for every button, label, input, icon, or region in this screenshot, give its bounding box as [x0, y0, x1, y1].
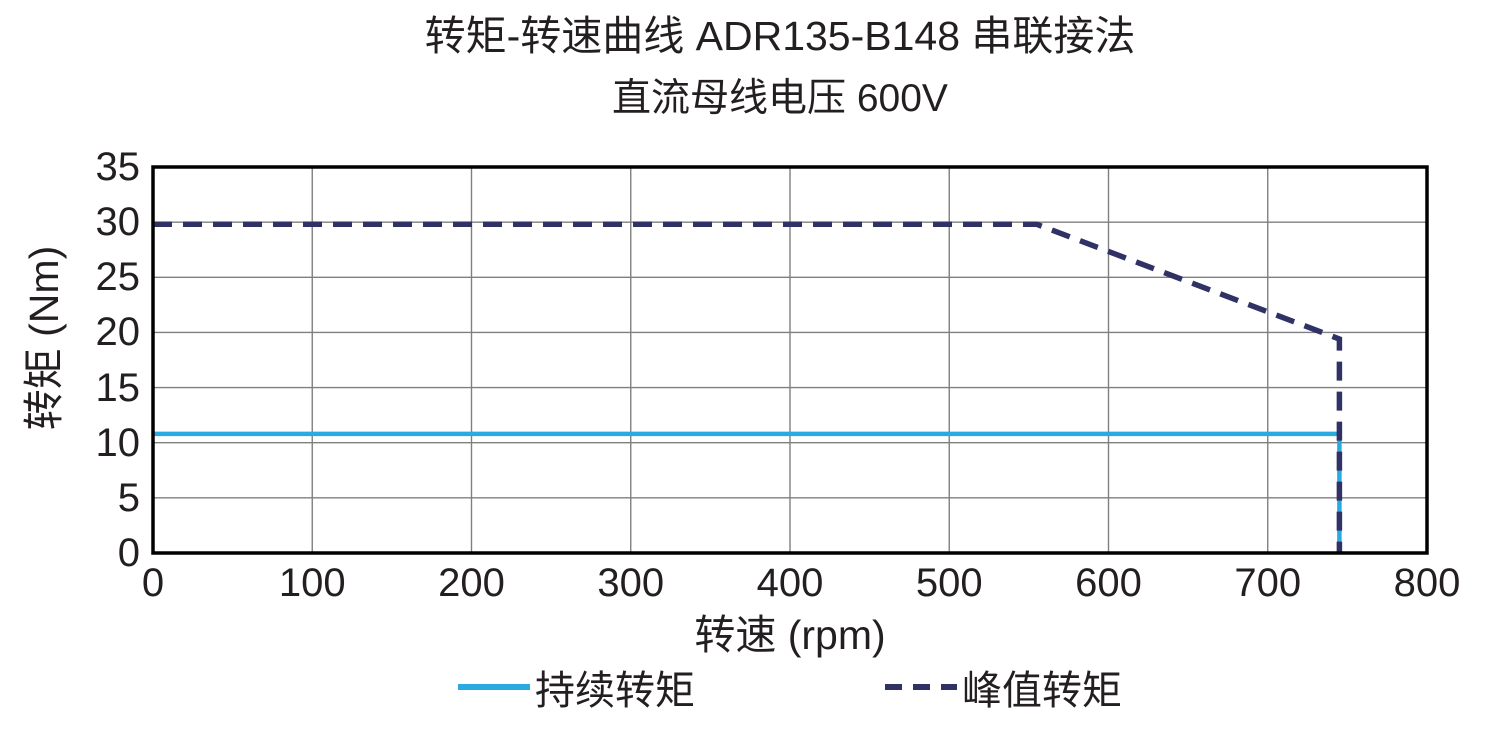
y-tick-label: 10	[95, 420, 141, 465]
x-tick-label: 300	[597, 561, 665, 605]
x-tick-label: 0	[141, 561, 165, 605]
legend-item-peak: 峰值转矩	[885, 658, 1122, 716]
x-tick-label: 700	[1234, 561, 1302, 605]
x-tick-label: 500	[915, 561, 983, 605]
chart-subtitle: 直流母线电压 600V	[612, 77, 948, 120]
x-tick-label: 100	[278, 561, 346, 605]
peak-torque-dashed-swatch	[885, 684, 957, 690]
y-tick-label: 20	[95, 310, 141, 355]
y-tick-label: 5	[117, 475, 140, 520]
x-axis-label: 转速 (rpm)	[694, 612, 886, 658]
legend-label-continuous: 持续转矩	[535, 669, 695, 713]
y-tick-label: 30	[95, 200, 141, 245]
y-tick-label: 35	[95, 145, 141, 189]
chart-title: 转矩-转速曲线 ADR135-B148 串联接法	[424, 13, 1136, 59]
y-tick-label: 15	[95, 365, 141, 410]
legend-label-peak: 峰值转矩	[962, 669, 1122, 713]
x-tick-label: 600	[1075, 561, 1142, 605]
continuous-torque-line-swatch	[458, 684, 530, 690]
legend-item-continuous: 持续转矩	[458, 658, 695, 716]
y-tick-label: 25	[95, 255, 141, 300]
legend: 持续转矩 峰值转矩	[153, 662, 1427, 713]
x-tick-label: 200	[438, 561, 505, 605]
x-tick-label: 800	[1393, 561, 1461, 605]
plot-area	[151, 165, 1429, 555]
x-tick-label: 400	[756, 561, 824, 605]
y-axis-label: 转矩 (Nm)	[21, 245, 67, 431]
y-tick-label: 0	[117, 531, 140, 575]
